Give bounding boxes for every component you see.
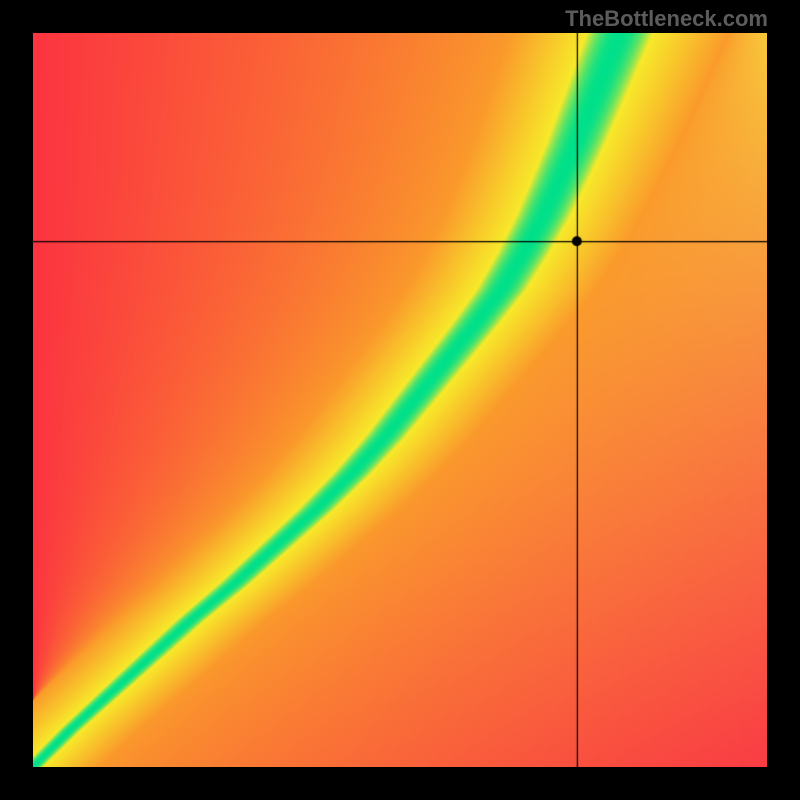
watermark-text: TheBottleneck.com <box>565 6 768 32</box>
crosshair-overlay <box>33 33 767 767</box>
